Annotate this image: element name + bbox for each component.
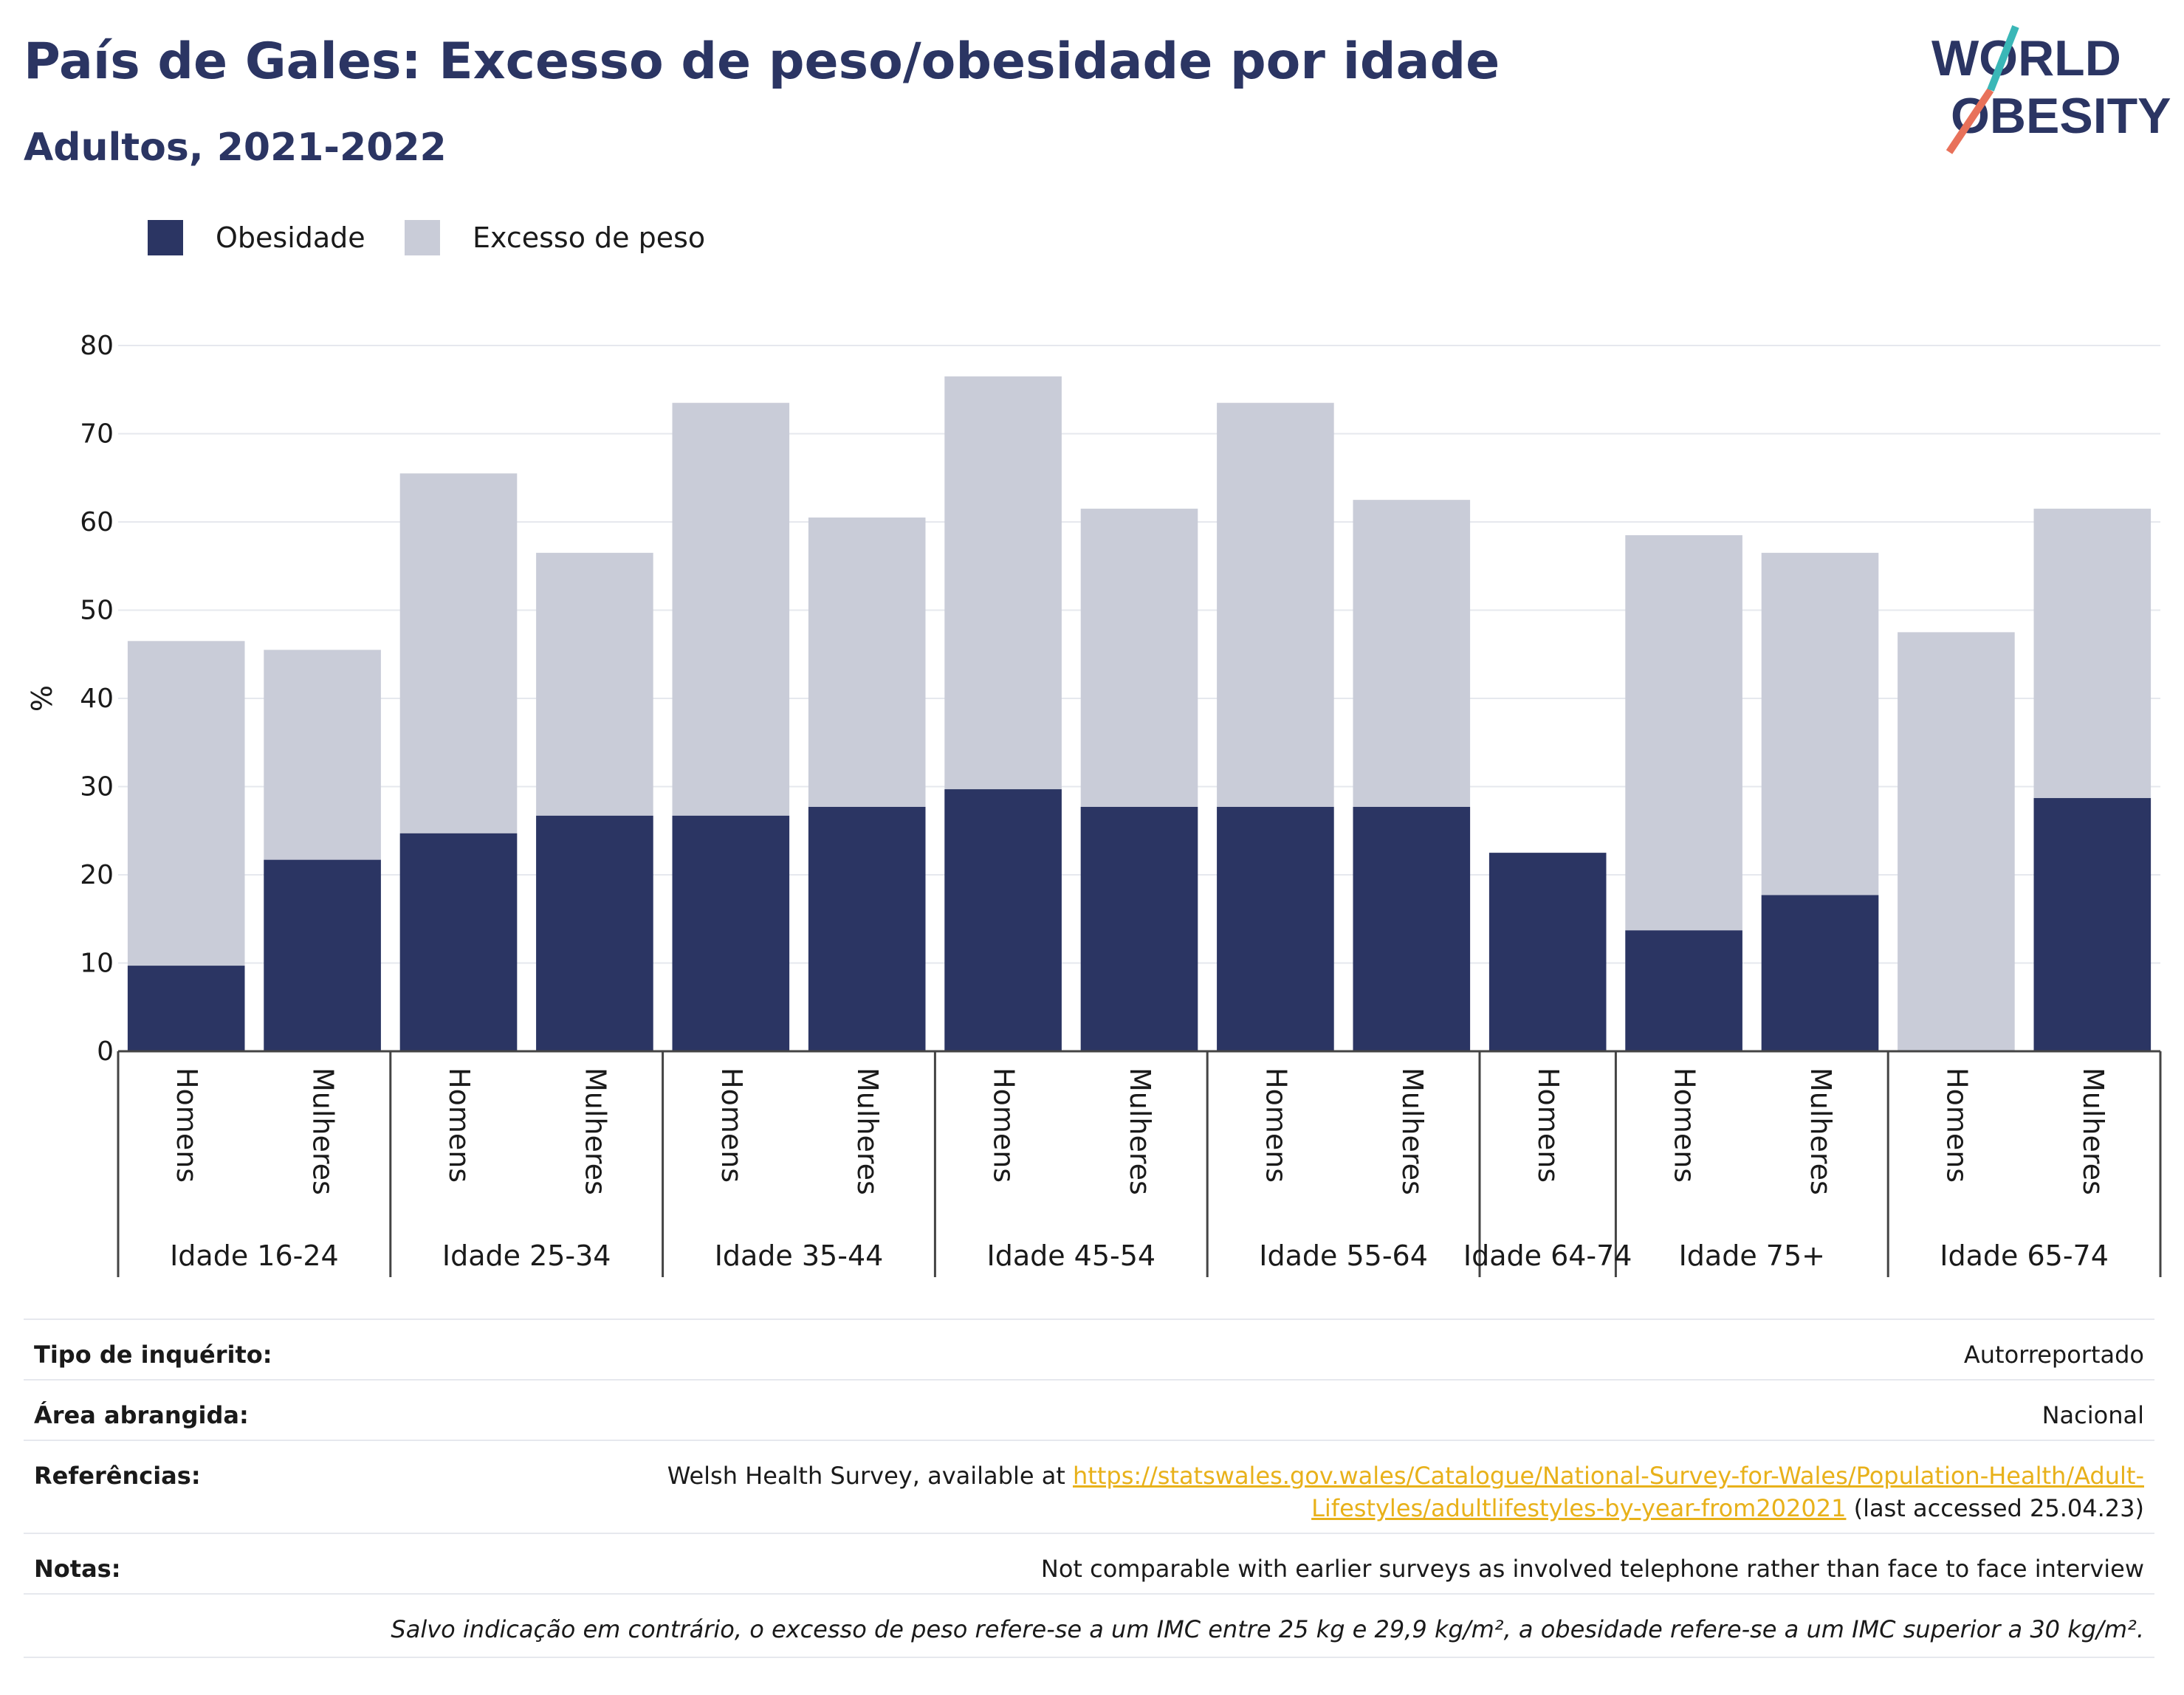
chart-subtitle: Adultos, 2021-2022 bbox=[24, 126, 447, 170]
notes-value: Not comparable with earlier surveys as i… bbox=[1040, 1555, 2144, 1583]
y-tick-label: 30 bbox=[80, 772, 114, 802]
chart-title: País de Gales: Excesso de peso/obesidade… bbox=[24, 32, 1500, 91]
legend-label-overweight: Excesso de peso bbox=[473, 221, 706, 254]
y-tick-label: 10 bbox=[80, 949, 114, 979]
notes-label: Notas: bbox=[34, 1555, 121, 1583]
x-category-label: Homens bbox=[1669, 1067, 1701, 1183]
x-category-label: Mulheres bbox=[1124, 1067, 1156, 1195]
references-line-2: Lifestyles/adultlifestyles-by-year-from2… bbox=[1311, 1494, 2144, 1522]
y-tick-label: 40 bbox=[80, 684, 114, 714]
bar-obesity bbox=[1488, 853, 1607, 1051]
x-category-label: Mulheres bbox=[851, 1067, 884, 1195]
y-tick-label: 80 bbox=[80, 331, 114, 361]
bar-overweight bbox=[1898, 632, 2015, 1051]
bar-chart: 0 10 20 30 40 50 60 70 80% Homens Mulheres Homens Mu… bbox=[26, 331, 2162, 1277]
survey-type-row: Tipo de inquérito: Autorreportado bbox=[24, 1318, 2154, 1379]
y-axis-label: % bbox=[26, 685, 58, 712]
bar-obesity bbox=[399, 833, 518, 1051]
bar-obesity bbox=[808, 806, 926, 1051]
bar-obesity bbox=[1353, 806, 1471, 1051]
bar-obesity bbox=[1625, 930, 1742, 1051]
references-label: Referências: bbox=[34, 1462, 201, 1490]
x-category-label: Homens bbox=[443, 1067, 475, 1183]
bar-obesity bbox=[672, 815, 790, 1051]
x-category-label: Homens bbox=[1940, 1067, 1973, 1183]
references-prefix: Welsh Health Survey, available at bbox=[667, 1462, 1074, 1490]
x-category-label: Homens bbox=[171, 1067, 203, 1183]
y-tick-label: 20 bbox=[80, 860, 114, 890]
bar-obesity bbox=[127, 966, 245, 1051]
x-group-label: Idade 65-74 bbox=[1940, 1240, 2109, 1272]
references-link-part-2[interactable]: Lifestyles/adultlifestyles-by-year-from2… bbox=[1311, 1494, 1847, 1522]
survey-info-table: Tipo de inquérito: Autorreportado Área a… bbox=[24, 1318, 2154, 1658]
x-category-label: Homens bbox=[1260, 1067, 1292, 1183]
footnote-row: Salvo indicação em contrário, o excesso … bbox=[24, 1593, 2154, 1658]
bar-obesity bbox=[944, 789, 1062, 1051]
survey-type-label: Tipo de inquérito: bbox=[34, 1341, 272, 1369]
legend-label-obesity: Obesidade bbox=[216, 221, 365, 254]
x-group-label: Idade 55-64 bbox=[1259, 1240, 1428, 1272]
x-group-label: Idade 45-54 bbox=[986, 1240, 1155, 1272]
y-tick-label: 50 bbox=[80, 596, 114, 626]
references-line-1: Welsh Health Survey, available at https:… bbox=[667, 1462, 2144, 1490]
bar-obesity bbox=[1217, 806, 1334, 1051]
x-category-label: Homens bbox=[988, 1067, 1020, 1183]
x-group-label: Idade 16-24 bbox=[170, 1240, 339, 1272]
references-row: Referências: Welsh Health Survey, availa… bbox=[24, 1440, 2154, 1533]
svg-text:WORLD: WORLD bbox=[1931, 30, 2121, 86]
area-value: Nacional bbox=[2042, 1401, 2144, 1429]
bar-obesity bbox=[264, 859, 381, 1051]
x-category-label: Mulheres bbox=[579, 1067, 611, 1195]
references-link-part-1[interactable]: https://statswales.gov.wales/Catalogue/N… bbox=[1073, 1462, 2144, 1490]
bar-obesity bbox=[2033, 798, 2152, 1051]
x-group-label: Idade 35-44 bbox=[715, 1240, 884, 1272]
x-category-label: Homens bbox=[715, 1067, 748, 1183]
footnote: Salvo indicação em contrário, o excesso … bbox=[391, 1615, 2144, 1643]
bar-obesity bbox=[1761, 895, 1879, 1051]
survey-type-value: Autorreportado bbox=[1963, 1341, 2144, 1369]
y-tick-label: 70 bbox=[80, 419, 114, 450]
legend-swatch-obesity bbox=[148, 220, 183, 255]
x-category-label: Mulheres bbox=[2077, 1067, 2109, 1195]
x-category-label: Mulheres bbox=[1804, 1067, 1837, 1195]
bar-obesity bbox=[536, 815, 653, 1051]
notes-row: Notas: Not comparable with earlier surve… bbox=[24, 1533, 2154, 1593]
y-tick-label: 60 bbox=[80, 507, 114, 537]
bar-obesity bbox=[1080, 806, 1198, 1051]
references-suffix: (last accessed 25.04.23) bbox=[1846, 1494, 2144, 1522]
x-group-label: Idade 75+ bbox=[1679, 1240, 1825, 1272]
area-row: Área abrangida: Nacional bbox=[24, 1379, 2154, 1440]
x-category-label: Mulheres bbox=[1396, 1067, 1429, 1195]
y-tick-label: 0 bbox=[97, 1036, 114, 1067]
area-label: Área abrangida: bbox=[34, 1401, 249, 1429]
world-obesity-logo: WORLD OBESITY bbox=[1931, 25, 2171, 154]
x-group-label: Idade 64-74 bbox=[1463, 1240, 1632, 1272]
legend-swatch-overweight bbox=[405, 220, 440, 255]
x-category-label: Homens bbox=[1532, 1067, 1565, 1183]
x-group-label: Idade 25-34 bbox=[442, 1240, 611, 1272]
x-category-label: Mulheres bbox=[307, 1067, 340, 1195]
